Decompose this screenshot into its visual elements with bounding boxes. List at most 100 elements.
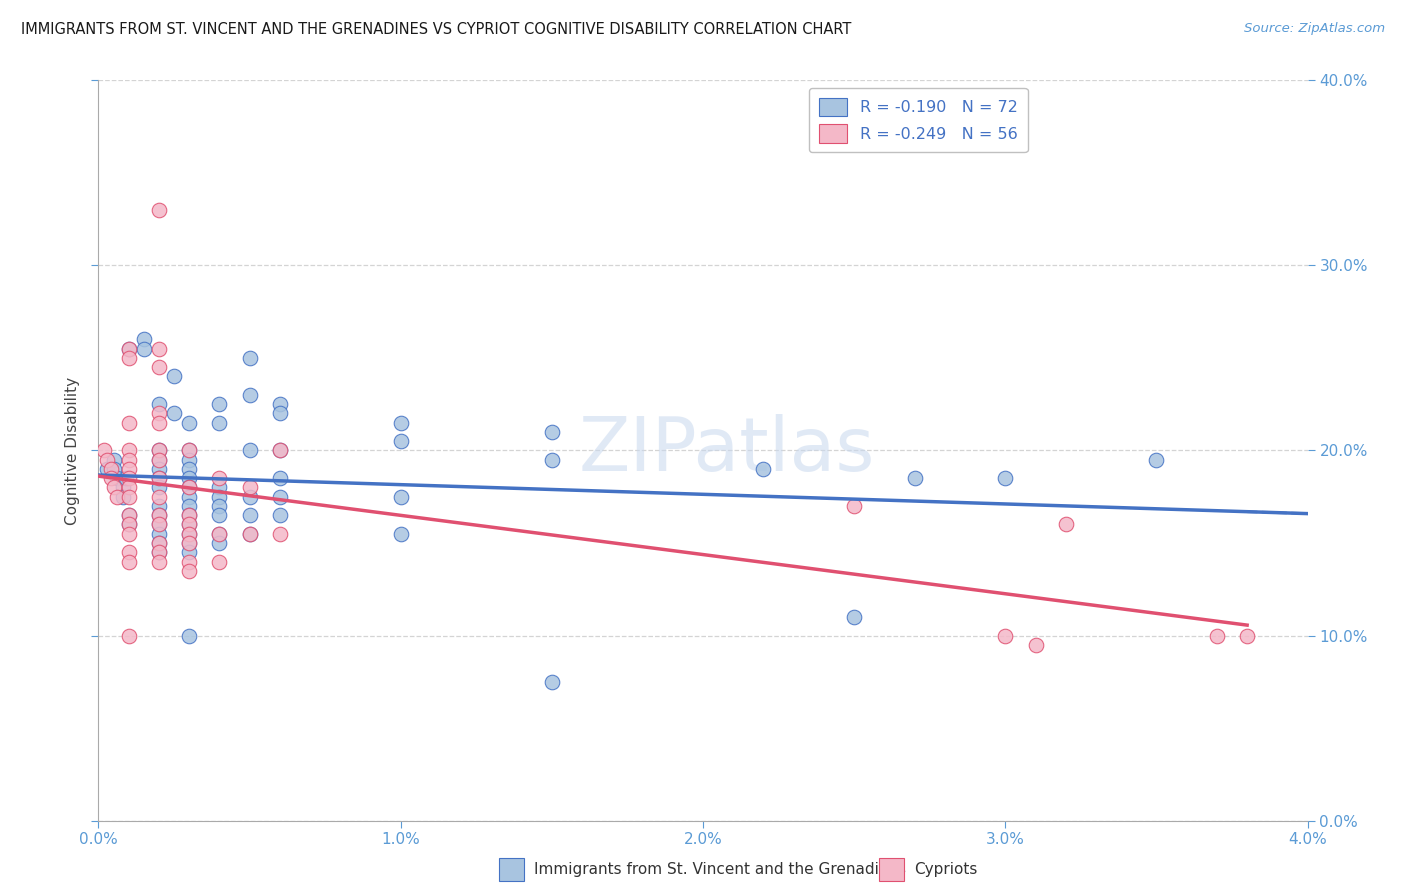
Point (118, 508, 141, 523)
Point (1054, 517, 1077, 532)
Point (269, 471, 291, 485)
Point (239, 443, 262, 458)
Point (103, 481, 125, 495)
Point (208, 490, 231, 504)
Point (148, 545, 170, 559)
Point (148, 471, 170, 485)
Point (179, 629, 201, 643)
Point (269, 526, 291, 541)
Point (148, 202, 170, 217)
Point (208, 508, 231, 523)
Point (179, 564, 201, 578)
Point (179, 499, 201, 513)
Point (179, 508, 201, 523)
Point (148, 360, 170, 375)
Point (208, 499, 231, 513)
Point (541, 425, 564, 439)
Point (269, 407, 291, 421)
Point (163, 407, 186, 421)
Point (118, 526, 141, 541)
Point (269, 397, 291, 411)
Point (208, 536, 231, 550)
Point (844, 499, 866, 513)
Point (269, 490, 291, 504)
Point (179, 490, 201, 504)
Point (179, 481, 201, 495)
Point (111, 490, 134, 504)
Point (239, 526, 262, 541)
Text: ZIPatlas: ZIPatlas (579, 414, 876, 487)
Text: IMMIGRANTS FROM ST. VINCENT AND THE GRENADINES VS CYPRIOT COGNITIVE DISABILITY C: IMMIGRANTS FROM ST. VINCENT AND THE GREN… (21, 22, 852, 37)
Point (904, 471, 927, 485)
Point (208, 526, 231, 541)
Point (118, 490, 141, 504)
Point (148, 545, 170, 559)
Point (118, 545, 141, 559)
Point (118, 508, 141, 523)
Point (179, 536, 201, 550)
Point (105, 490, 128, 504)
Point (93, 443, 115, 458)
Point (148, 443, 170, 458)
Point (179, 555, 201, 569)
Point (100, 471, 122, 485)
Point (239, 388, 262, 402)
Point (148, 490, 170, 504)
Point (389, 490, 412, 504)
Point (541, 674, 564, 689)
Point (179, 517, 201, 532)
Point (148, 517, 170, 532)
Point (148, 416, 170, 430)
Point (105, 471, 128, 485)
Point (148, 499, 170, 513)
Point (118, 555, 141, 569)
Point (1236, 629, 1258, 643)
Point (148, 526, 170, 541)
Point (148, 452, 170, 467)
Point (148, 481, 170, 495)
Point (389, 526, 412, 541)
Point (96, 452, 118, 467)
Point (389, 434, 412, 449)
Point (148, 555, 170, 569)
Point (103, 462, 125, 476)
Point (148, 397, 170, 411)
Point (179, 443, 201, 458)
Point (118, 443, 141, 458)
Point (148, 462, 170, 476)
Point (132, 333, 155, 347)
Point (148, 536, 170, 550)
Text: Cypriots: Cypriots (914, 863, 977, 877)
Point (148, 407, 170, 421)
Point (179, 462, 201, 476)
Point (100, 462, 122, 476)
Point (1146, 452, 1168, 467)
Point (148, 508, 170, 523)
Point (163, 369, 186, 384)
Point (269, 443, 291, 458)
Point (541, 452, 564, 467)
Point (179, 481, 201, 495)
Legend: R = -0.190   N = 72, R = -0.249   N = 56: R = -0.190 N = 72, R = -0.249 N = 56 (808, 88, 1028, 153)
Point (118, 462, 141, 476)
Point (269, 508, 291, 523)
Point (118, 517, 141, 532)
Point (118, 517, 141, 532)
Point (1025, 638, 1047, 652)
Point (111, 481, 134, 495)
Point (148, 517, 170, 532)
Point (179, 471, 201, 485)
Point (118, 629, 141, 643)
Point (208, 526, 231, 541)
Point (389, 416, 412, 430)
Point (103, 452, 125, 467)
Point (148, 536, 170, 550)
Point (239, 481, 262, 495)
Point (208, 481, 231, 495)
Point (239, 351, 262, 365)
Point (179, 452, 201, 467)
Text: Source: ZipAtlas.com: Source: ZipAtlas.com (1244, 22, 1385, 36)
Point (994, 471, 1017, 485)
Point (118, 416, 141, 430)
Point (118, 481, 141, 495)
